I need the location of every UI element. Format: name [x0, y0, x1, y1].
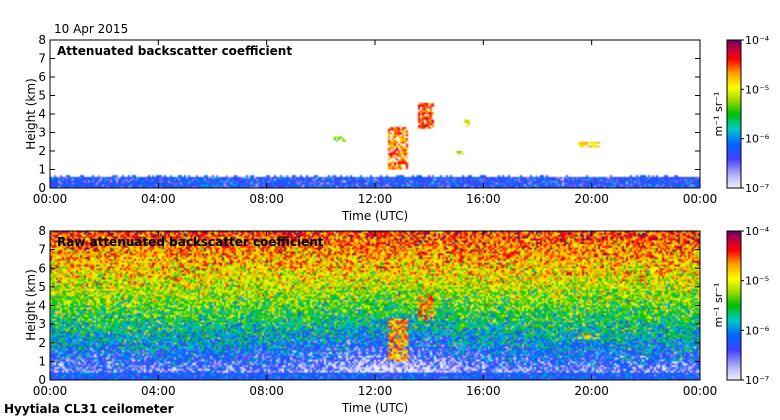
instrument-label: Hyytiala CL31 ceilometer — [4, 402, 174, 416]
colorbar-tick-label: 10⁻⁵ — [745, 83, 769, 96]
y-tick-label: 2 — [38, 144, 46, 158]
colorbar-tick-label: 10⁻⁵ — [745, 275, 769, 288]
y-tick-label: 7 — [38, 52, 46, 66]
backscatter-heatmap-1 — [50, 40, 700, 188]
y-tick-label: 2 — [38, 336, 46, 350]
x-tick-label: 04:00 — [141, 192, 176, 206]
x-tick-label: 12:00 — [358, 192, 393, 206]
colorbar-tick-label: 10⁻⁷ — [745, 182, 769, 195]
x-tick-label: 04:00 — [141, 384, 176, 398]
colorbar-tick-label: 10⁻⁶ — [745, 324, 770, 337]
colorbar-unit-2: m⁻¹ sr⁻¹ — [712, 283, 725, 328]
y-tick-label: 0 — [38, 373, 46, 387]
y-tick-label: 1 — [38, 163, 46, 177]
y-tick-label: 5 — [38, 89, 46, 103]
date-label: 10 Apr 2015 — [54, 22, 128, 36]
x-tick-label: 12:00 — [358, 384, 393, 398]
y-tick-label: 3 — [38, 317, 46, 331]
panel-attenuated: 00:00 04:00 08:00 12:00 16:00 20:00 00:0001234… — [24, 33, 770, 223]
y-tick-label: 7 — [38, 243, 46, 257]
y-tick-label: 8 — [38, 224, 46, 238]
colorbar-2 — [726, 230, 742, 381]
panel-title-2: Raw attenuated backscatter coefficient — [57, 235, 324, 249]
colorbar-tick-label: 10⁻⁴ — [745, 34, 770, 47]
x-axis-label-2: Time (UTC) — [341, 401, 408, 415]
x-axis-label-1: Time (UTC) — [341, 209, 408, 223]
colorbar-tick-label: 10⁻⁴ — [745, 225, 770, 238]
colorbar-tick-label: 10⁻⁷ — [745, 374, 769, 387]
y-tick-label: 4 — [38, 299, 46, 313]
x-tick-label: 00:00 — [683, 192, 718, 206]
colorbar-1 — [726, 39, 742, 189]
colorbar-unit-1: m⁻¹ sr⁻¹ — [712, 92, 725, 137]
x-tick-label: 00:00 — [33, 384, 68, 398]
x-tick-label: 00:00 — [33, 192, 68, 206]
y-axis-label-2: Height (km) — [24, 269, 38, 340]
x-tick-label: 00:00 — [683, 384, 718, 398]
y-tick-label: 6 — [38, 70, 46, 84]
x-tick-label: 08:00 — [249, 192, 284, 206]
x-tick-label: 20:00 — [574, 384, 609, 398]
y-tick-label: 8 — [38, 33, 46, 47]
y-tick-label: 1 — [38, 354, 46, 368]
y-tick-label: 3 — [38, 126, 46, 140]
colorbar-tick-label: 10⁻⁶ — [745, 133, 770, 146]
x-tick-label: 08:00 — [249, 384, 284, 398]
x-tick-label: 20:00 — [574, 192, 609, 206]
x-tick-label: 16:00 — [466, 384, 501, 398]
y-tick-label: 5 — [38, 280, 46, 294]
panel-raw: 00:00 04:00 08:00 12:00 16:00 20:00 00:0001234… — [24, 224, 770, 415]
y-tick-label: 4 — [38, 107, 46, 121]
y-axis-label-1: Height (km) — [24, 78, 38, 149]
backscatter-heatmap-2 — [50, 231, 700, 380]
panel-title-1: Attenuated backscatter coefficient — [57, 44, 292, 58]
y-tick-label: 0 — [38, 181, 46, 195]
x-tick-label: 16:00 — [466, 192, 501, 206]
y-tick-label: 6 — [38, 261, 46, 275]
